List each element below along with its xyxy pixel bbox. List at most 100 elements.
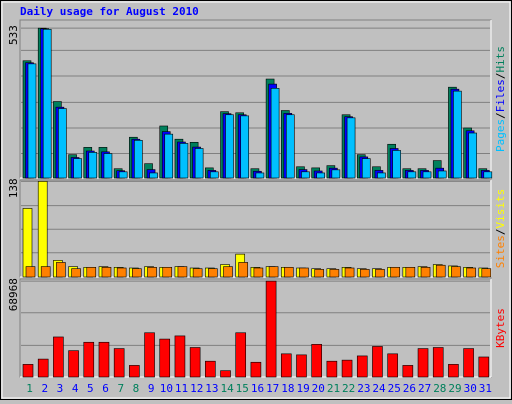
legend: Pages/Files/Hits	[494, 46, 507, 152]
x-tick-label: 15	[236, 382, 249, 395]
x-tick-label: 16	[251, 382, 264, 395]
bar	[223, 266, 233, 278]
bar	[174, 335, 186, 378]
bar	[265, 280, 277, 378]
x-tick-label: 7	[117, 382, 124, 395]
bar	[329, 269, 340, 278]
x-tick-label: 2	[41, 382, 48, 395]
bar	[285, 114, 295, 179]
bar	[387, 353, 398, 378]
bar	[268, 266, 279, 278]
bar	[326, 360, 338, 378]
bar	[478, 356, 490, 378]
bar	[88, 152, 98, 179]
x-tick-label: 21	[327, 382, 340, 395]
legend-separator: /	[494, 229, 507, 236]
bar	[27, 63, 37, 179]
x-tick-label: 5	[87, 382, 94, 395]
legend-entry: KBytes	[494, 308, 507, 348]
bar	[375, 269, 385, 278]
x-tick-label: 9	[148, 382, 155, 395]
x-tick-label: 4	[72, 382, 79, 395]
bar	[98, 341, 110, 378]
bar	[481, 268, 492, 278]
x-tick-label: 27	[418, 382, 431, 395]
bar	[301, 171, 310, 179]
bar	[225, 114, 234, 179]
x-tick-label: 29	[448, 382, 461, 395]
legend-entry: Visits	[494, 189, 507, 229]
bar	[331, 169, 341, 179]
bar	[37, 358, 49, 378]
legend: Sites/Visits	[494, 189, 507, 269]
bar	[344, 267, 355, 278]
bar	[448, 364, 459, 378]
bar	[417, 348, 429, 378]
plot-area	[19, 278, 492, 378]
legend-separator: /	[494, 112, 507, 119]
bar	[208, 268, 218, 278]
bar	[311, 344, 322, 378]
bar	[192, 268, 203, 278]
bar	[147, 266, 157, 278]
x-tick-label: 26	[403, 382, 416, 395]
x-tick-label: 10	[160, 382, 173, 395]
chart-title: Daily usage for August 2010	[20, 5, 199, 18]
legend: KBytes	[494, 308, 507, 348]
bar	[402, 365, 414, 378]
bar	[451, 266, 461, 278]
bar	[405, 266, 416, 278]
bar	[407, 171, 417, 179]
x-tick-label: 6	[102, 382, 109, 395]
x-tick-label: 11	[175, 382, 188, 395]
bar	[420, 266, 431, 278]
bar	[356, 355, 368, 378]
x-tick-label: 31	[479, 382, 492, 395]
x-tick-label: 24	[372, 382, 386, 395]
bar	[53, 336, 64, 378]
x-tick-label: 22	[342, 382, 355, 395]
bar	[432, 347, 444, 378]
bar	[283, 266, 294, 278]
plot-area	[19, 179, 492, 278]
bar	[164, 133, 174, 179]
bar	[466, 267, 476, 278]
bar	[346, 117, 356, 179]
bar	[314, 269, 324, 278]
bar	[210, 171, 219, 179]
bar	[316, 172, 325, 179]
bar	[453, 90, 462, 179]
bar	[220, 370, 231, 378]
bar	[270, 88, 280, 179]
legend-entry: Pages	[494, 119, 507, 152]
bar	[435, 264, 446, 278]
bar	[159, 338, 171, 378]
bar	[86, 266, 97, 278]
bar	[179, 143, 189, 179]
bar	[437, 170, 447, 179]
bar	[359, 269, 370, 278]
bar	[40, 266, 51, 278]
bar	[235, 332, 247, 378]
x-tick-label: 23	[357, 382, 370, 395]
x-tick-label: 17	[266, 382, 279, 395]
x-tick-label: 14	[220, 382, 234, 395]
bar	[255, 172, 265, 179]
bar	[250, 361, 262, 378]
bar	[129, 365, 140, 378]
bar	[372, 346, 383, 378]
bar	[341, 359, 353, 378]
bar	[238, 262, 249, 278]
bar	[22, 364, 34, 378]
bar	[37, 181, 48, 278]
y-tick-label: 68968	[7, 278, 20, 311]
bar	[177, 266, 188, 278]
bar	[361, 158, 371, 179]
bar	[132, 268, 142, 278]
legend-entry: Files	[494, 79, 507, 112]
bar	[205, 360, 216, 378]
bar	[377, 172, 386, 179]
bar	[194, 148, 204, 179]
